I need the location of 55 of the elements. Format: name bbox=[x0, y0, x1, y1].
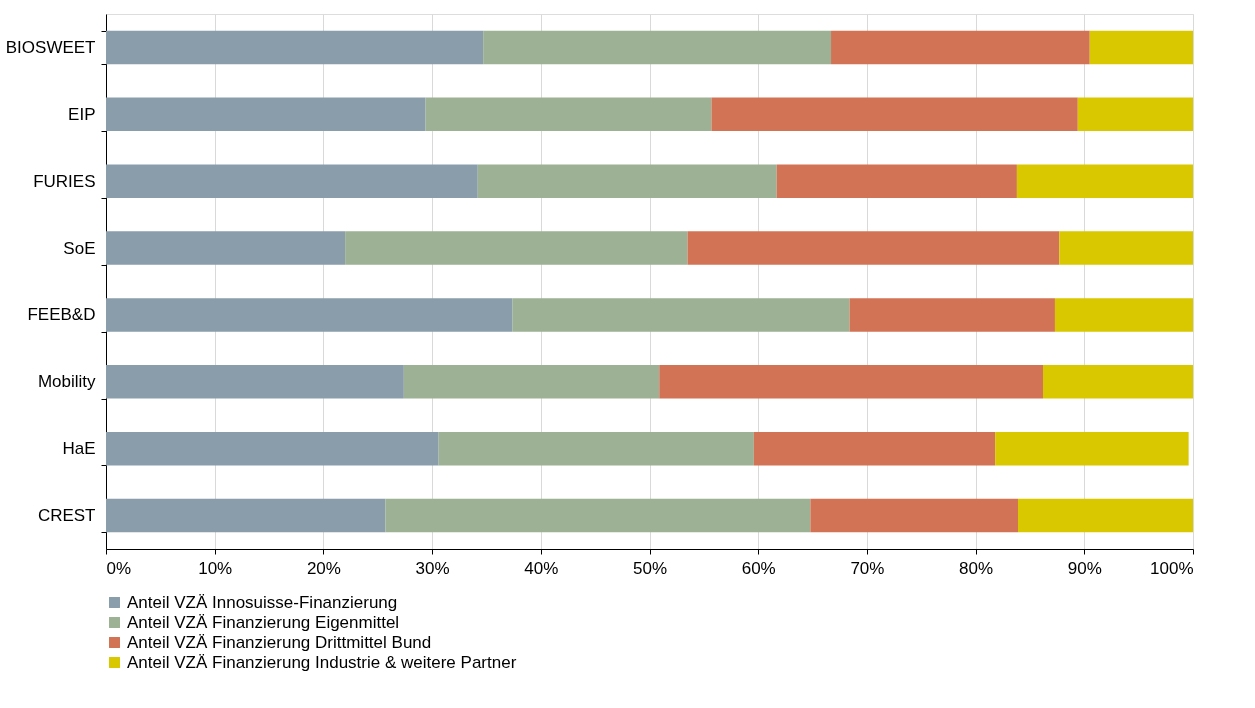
legend-label: Anteil VZÄ Finanzierung Drittmittel Bund bbox=[127, 632, 432, 652]
bar bbox=[425, 97, 712, 132]
y-tick-label: CREST bbox=[37, 506, 96, 526]
x-tick-label: 60% bbox=[741, 558, 776, 578]
bar bbox=[1054, 298, 1193, 332]
x-tick-label: 50% bbox=[632, 558, 668, 578]
bar bbox=[1016, 164, 1193, 198]
x-tick-label: 80% bbox=[959, 558, 994, 578]
bar bbox=[106, 164, 478, 198]
bar bbox=[106, 97, 426, 132]
bar bbox=[849, 298, 1055, 332]
y-tick-label: Mobility bbox=[37, 372, 96, 392]
y-tick-label: SoE bbox=[63, 238, 96, 258]
bar bbox=[106, 365, 404, 399]
bar bbox=[753, 431, 996, 466]
bar bbox=[995, 431, 1189, 466]
x-tick-label: 10% bbox=[198, 558, 233, 578]
bar bbox=[810, 498, 1018, 533]
y-tick-label: FEEB&D bbox=[27, 305, 96, 325]
bar bbox=[659, 365, 1043, 399]
bar bbox=[687, 231, 1060, 265]
x-tick-label: 30% bbox=[415, 558, 450, 578]
y-tick-label: FURIES bbox=[33, 171, 96, 191]
bar bbox=[711, 97, 1078, 132]
bar bbox=[106, 231, 346, 265]
bar bbox=[483, 30, 832, 65]
bar bbox=[106, 298, 513, 332]
bar bbox=[1059, 231, 1193, 265]
bar bbox=[385, 498, 811, 533]
bar bbox=[831, 30, 1090, 65]
x-tick-label: 90% bbox=[1067, 558, 1102, 578]
bar bbox=[438, 431, 754, 466]
bar bbox=[1042, 365, 1193, 399]
bar bbox=[106, 498, 386, 533]
legend-label: Anteil VZÄ Finanzierung Eigenmittel bbox=[127, 612, 400, 632]
legend-label: Anteil VZÄ Innosuisse-Finanzierung bbox=[127, 592, 398, 612]
bar bbox=[1017, 498, 1193, 533]
x-tick-label: 0% bbox=[106, 558, 132, 578]
bar bbox=[345, 231, 688, 265]
y-tick-label: EIP bbox=[68, 104, 96, 124]
y-tick-label: HaE bbox=[62, 439, 96, 459]
bar bbox=[403, 365, 660, 399]
bar bbox=[1089, 30, 1193, 65]
x-tick-label: 40% bbox=[524, 558, 559, 578]
bar bbox=[1077, 97, 1193, 132]
legend-label: Anteil VZÄ Finanzierung Industrie & weitere Partner bbox=[127, 652, 517, 672]
y-tick-label: BIOSWEET bbox=[5, 37, 96, 57]
bar bbox=[106, 30, 484, 65]
bar bbox=[106, 431, 439, 466]
bar bbox=[477, 164, 777, 198]
x-tick-label: 70% bbox=[850, 558, 885, 578]
x-tick-label: 100% bbox=[1150, 558, 1194, 578]
bar bbox=[512, 298, 850, 332]
x-tick-label: 20% bbox=[306, 558, 341, 578]
bar bbox=[776, 164, 1017, 198]
